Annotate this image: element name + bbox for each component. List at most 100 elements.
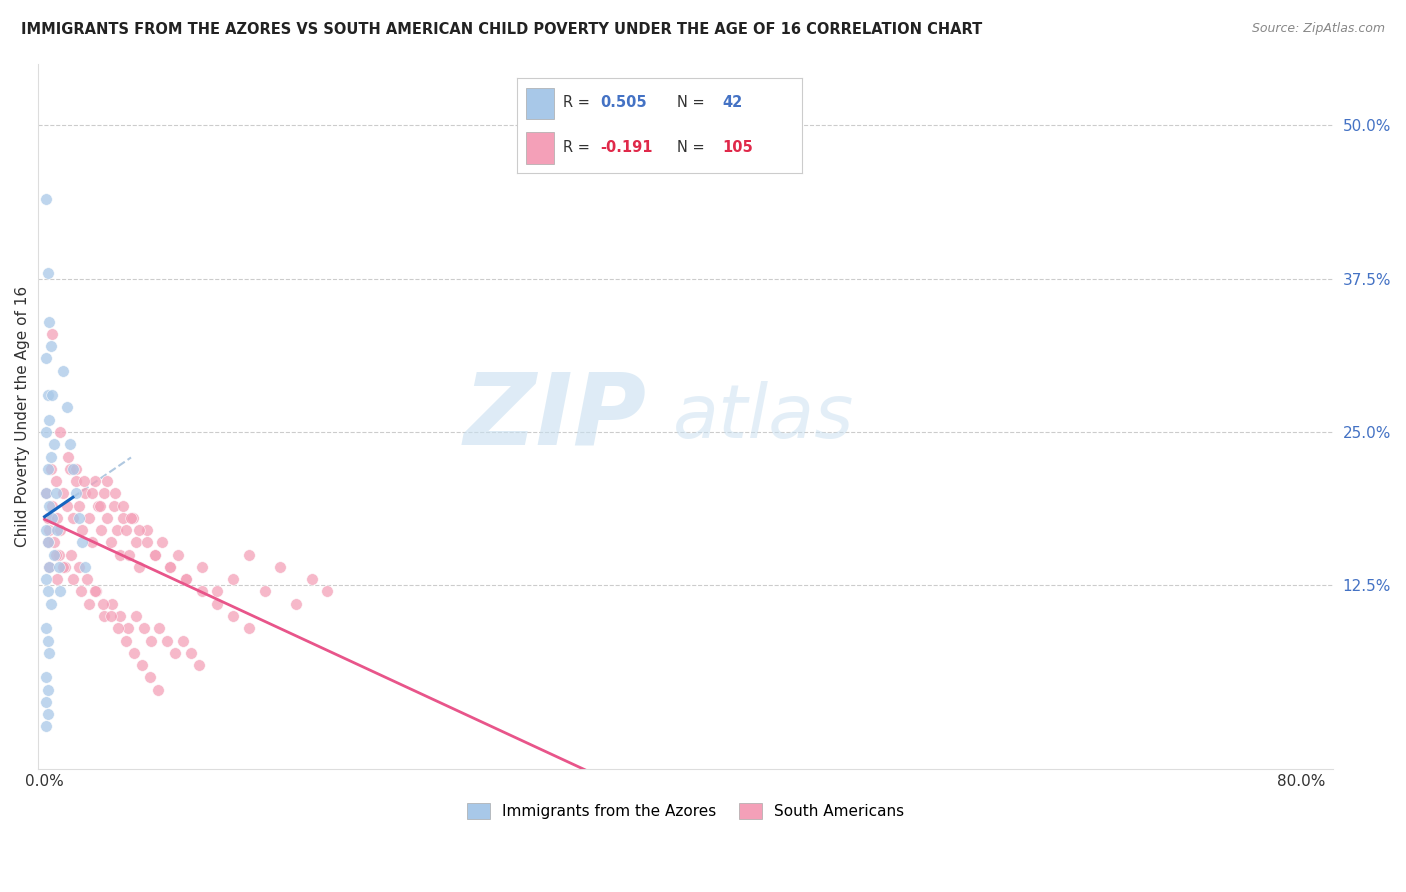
Point [65,486,87,500]
Point [37,535,59,549]
Point [42,437,65,451]
Point [37,707,59,722]
Point [38,315,60,329]
Point [41,326,63,341]
Point [96,511,118,525]
Point [207,597,229,611]
Point [35,425,58,439]
Point [190,560,212,574]
Point [52,486,75,500]
Point [75,560,97,574]
Point [253,584,276,599]
Point [37,388,59,402]
Point [80,486,103,500]
Point [172,633,194,648]
Point [139,670,162,684]
Point [65,462,87,476]
Point [77,597,100,611]
Point [135,535,157,549]
Point [90,523,112,537]
Point [222,572,245,586]
Point [37,682,59,697]
Point [187,658,209,673]
Point [174,572,197,586]
Point [190,584,212,599]
Point [125,609,148,624]
Point [128,560,150,574]
Point [41,388,63,402]
Point [222,609,245,624]
Point [91,597,114,611]
Point [46,572,69,586]
Point [35,351,58,366]
Point [49,523,72,537]
Point [115,523,138,537]
Point [35,523,58,537]
Point [38,413,60,427]
Point [72,535,94,549]
Point [53,560,76,574]
Point [125,535,148,549]
Point [180,646,202,660]
Point [135,523,157,537]
Point [96,474,118,488]
Y-axis label: Child Poverty Under the Age of 16: Child Poverty Under the Age of 16 [15,286,30,548]
Point [104,486,127,500]
Point [38,646,60,660]
Point [59,462,82,476]
Point [35,695,58,709]
Point [83,474,105,488]
Text: IMMIGRANTS FROM THE AZORES VS SOUTH AMERICAN CHILD POVERTY UNDER THE AGE OF 16 C: IMMIGRANTS FROM THE AZORES VS SOUTH AMER… [21,22,983,37]
Point [49,584,72,599]
Point [67,511,90,525]
Point [87,499,110,513]
Point [121,511,143,525]
Point [35,621,58,635]
Point [49,425,72,439]
Point [35,486,58,500]
Point [103,499,125,513]
Point [56,450,79,464]
Point [301,572,323,586]
Point [41,511,63,525]
Point [38,560,60,574]
Point [100,535,122,549]
Point [152,535,174,549]
Point [131,658,153,673]
Point [39,450,62,464]
Point [73,474,96,488]
Point [55,499,77,513]
Point [167,548,190,562]
Point [76,572,98,586]
Point [100,609,122,624]
Point [156,633,179,648]
Point [38,523,60,537]
Point [37,633,59,648]
Point [207,584,229,599]
Point [45,474,67,488]
Point [52,364,75,378]
Point [38,560,60,574]
Point [101,597,124,611]
Point [39,597,62,611]
Point [83,584,105,599]
Point [59,437,82,451]
Legend: Immigrants from the Azores, South Americans: Immigrants from the Azores, South Americ… [461,797,911,825]
Point [75,486,97,500]
Point [80,535,103,549]
Point [55,401,77,415]
Point [41,499,63,513]
Point [238,548,260,562]
Point [38,499,60,513]
Point [141,633,163,648]
Point [67,499,90,513]
Point [37,535,59,549]
Point [37,266,59,280]
Text: Source: ZipAtlas.com: Source: ZipAtlas.com [1251,22,1385,36]
Point [46,523,69,537]
Point [115,633,138,648]
Point [108,609,131,624]
Point [48,548,70,562]
Point [39,462,62,476]
Point [143,548,166,562]
